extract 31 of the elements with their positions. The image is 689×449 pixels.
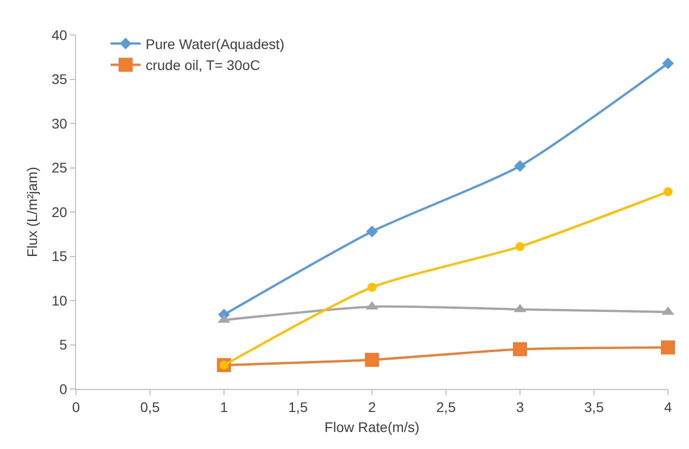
y-tick-label: 25: [52, 160, 68, 176]
y-tick-label: 10: [52, 292, 68, 308]
x-tick-label: 0,5: [140, 398, 160, 415]
legend-label: Pure Water(Aquadest): [146, 36, 284, 52]
x-tick-label: 1: [220, 398, 228, 415]
point: [516, 242, 524, 252]
y-tick-label: 0: [59, 380, 68, 397]
point: [661, 340, 675, 354]
y-axis-title: Flux (L/m²jam): [24, 166, 40, 258]
point: [366, 226, 378, 238]
legend-label: crude oil, T= 30oC: [146, 57, 260, 74]
x-tick-label: 3: [516, 398, 524, 415]
y-tick-label: 35: [52, 71, 68, 88]
point: [368, 282, 376, 292]
y-tick-label: 30: [52, 115, 68, 132]
x-tick-label: 2,5: [436, 398, 456, 415]
point: [514, 160, 526, 172]
y-tick-label: 20: [52, 204, 68, 220]
point: [365, 352, 379, 367]
x-tick-label: 0: [72, 398, 80, 415]
y-tick-label: 40: [52, 26, 68, 43]
x-tick-label: 2: [368, 398, 376, 415]
point: [662, 57, 674, 70]
y-tick-label: 15: [52, 248, 68, 264]
x-tick-label: 4: [664, 398, 672, 415]
x-axis-title: Flow Rate(m/s): [324, 419, 420, 436]
y-tick-label: 5: [59, 336, 68, 353]
point: [664, 187, 672, 196]
point: [513, 342, 527, 356]
x-tick-label: 1,5: [288, 398, 308, 415]
x-tick-label: 3,5: [584, 398, 604, 415]
